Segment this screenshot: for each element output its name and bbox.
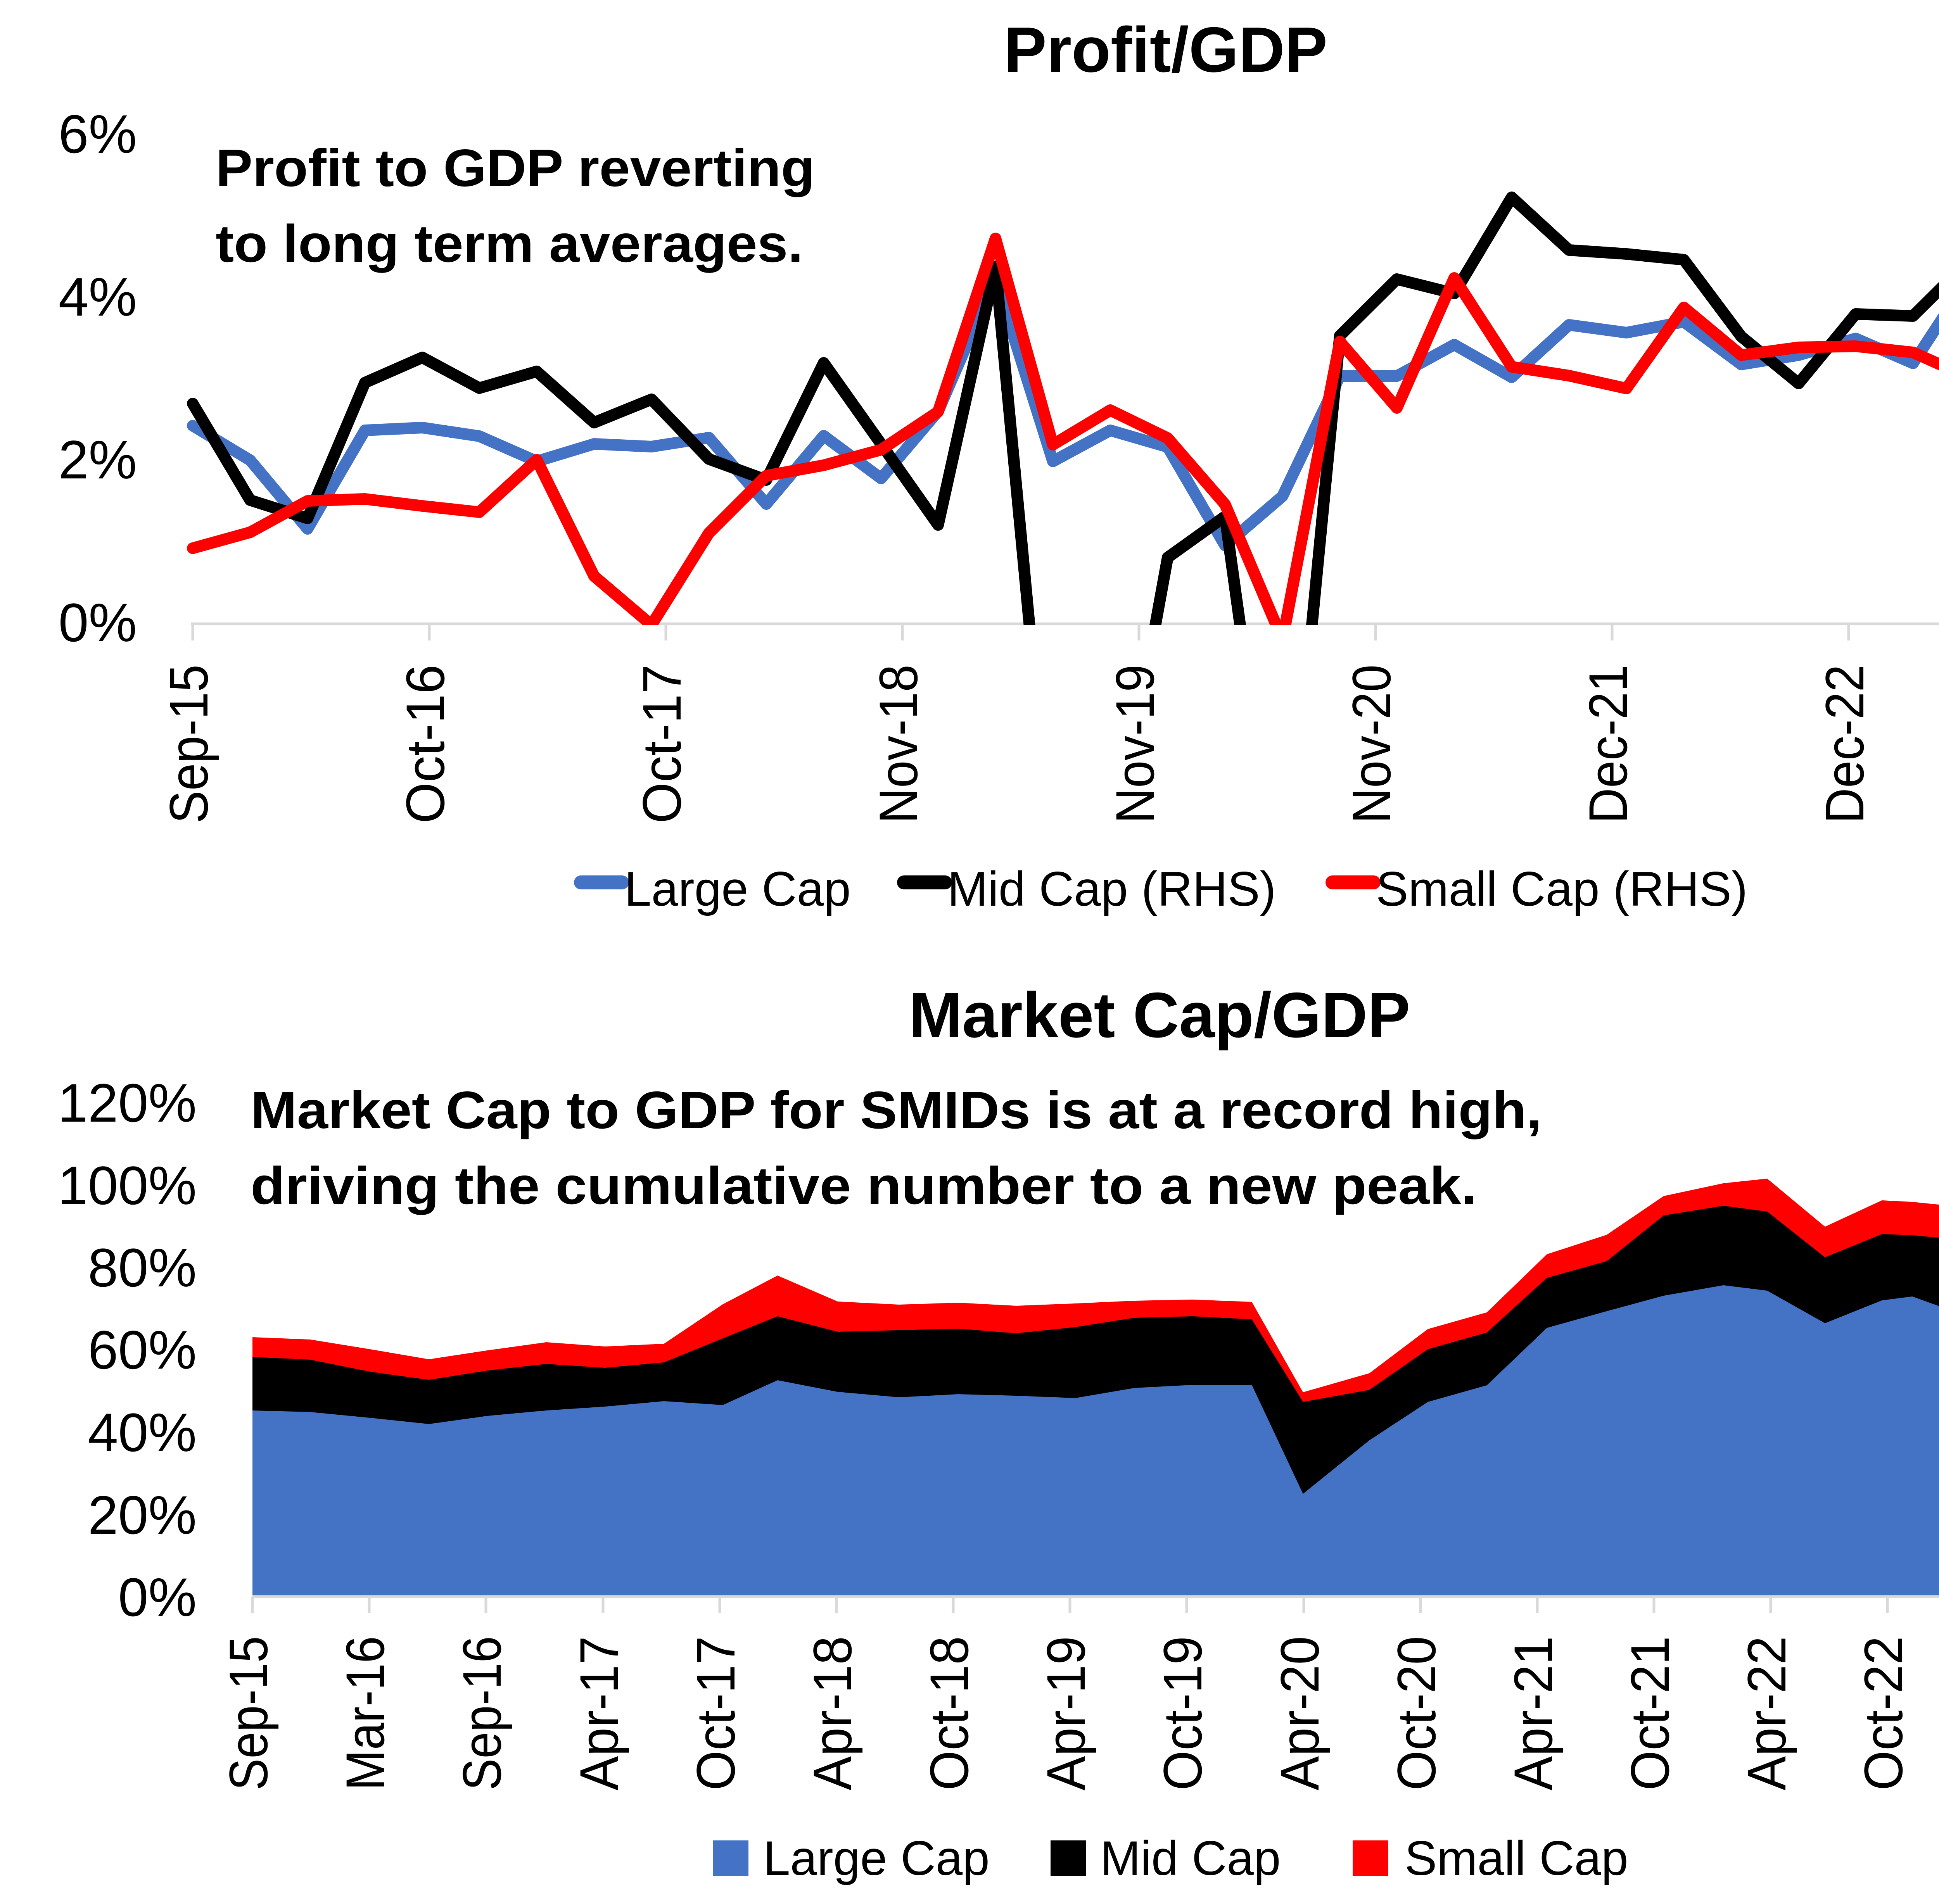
svg-text:Sep-15: Sep-15 [158, 665, 219, 823]
svg-text:Sep-16: Sep-16 [451, 1636, 512, 1790]
svg-text:Nov-18: Nov-18 [868, 665, 929, 823]
svg-text:Large Cap: Large Cap [624, 862, 851, 916]
svg-text:Oct-19: Oct-19 [1152, 1636, 1213, 1790]
svg-text:Dec-22: Dec-22 [1814, 665, 1875, 823]
svg-text:Apr-19: Apr-19 [1035, 1636, 1096, 1790]
svg-text:Mar-16: Mar-16 [335, 1636, 396, 1790]
svg-text:Apr-21: Apr-21 [1503, 1636, 1564, 1790]
svg-text:Apr-17: Apr-17 [569, 1636, 629, 1790]
svg-text:Apr-20: Apr-20 [1269, 1636, 1330, 1790]
svg-text:Sep-15: Sep-15 [218, 1636, 279, 1790]
svg-text:Oct-17: Oct-17 [631, 665, 692, 823]
svg-text:Market Cap to GDP for SMIDs is: Market Cap to GDP for SMIDs is at a reco… [251, 1081, 1542, 1139]
svg-text:60%: 60% [88, 1319, 197, 1380]
svg-text:Mid Cap (RHS): Mid Cap (RHS) [947, 862, 1276, 916]
svg-text:Mid Cap: Mid Cap [1100, 1831, 1281, 1885]
svg-text:Apr-18: Apr-18 [802, 1636, 863, 1790]
svg-text:Oct-17: Oct-17 [685, 1636, 746, 1790]
svg-text:to long term averages.: to long term averages. [216, 214, 803, 273]
svg-text:Oct-20: Oct-20 [1386, 1636, 1447, 1790]
svg-text:Nov-20: Nov-20 [1341, 665, 1402, 823]
svg-text:Oct-16: Oct-16 [395, 665, 456, 823]
svg-text:4%: 4% [59, 266, 137, 327]
svg-text:Oct-18: Oct-18 [919, 1636, 980, 1790]
svg-text:Market Cap/GDP: Market Cap/GDP [909, 979, 1410, 1051]
svg-text:Oct-21: Oct-21 [1619, 1636, 1680, 1790]
svg-text:Dec-21: Dec-21 [1578, 665, 1638, 823]
svg-text:driving the cumulative number: driving the cumulative number to a new p… [251, 1156, 1477, 1215]
svg-text:6%: 6% [59, 104, 137, 164]
svg-text:Large Cap: Large Cap [763, 1831, 990, 1885]
svg-text:Nov-19: Nov-19 [1104, 665, 1165, 823]
svg-text:0%: 0% [59, 592, 137, 653]
svg-text:20%: 20% [88, 1485, 197, 1545]
svg-text:Profit to GDP reverting: Profit to GDP reverting [216, 138, 815, 197]
svg-text:2%: 2% [59, 429, 137, 490]
svg-text:40%: 40% [88, 1402, 197, 1463]
svg-text:100%: 100% [58, 1155, 197, 1216]
svg-text:0%: 0% [118, 1567, 197, 1628]
svg-text:Oct-22: Oct-22 [1853, 1636, 1914, 1790]
svg-text:Profit/GDP: Profit/GDP [1004, 14, 1327, 85]
svg-text:80%: 80% [88, 1237, 197, 1298]
svg-text:Small Cap: Small Cap [1405, 1831, 1628, 1885]
svg-text:Apr-22: Apr-22 [1736, 1636, 1797, 1790]
svg-text:Small Cap (RHS): Small Cap (RHS) [1376, 862, 1748, 916]
svg-text:120%: 120% [58, 1072, 197, 1133]
